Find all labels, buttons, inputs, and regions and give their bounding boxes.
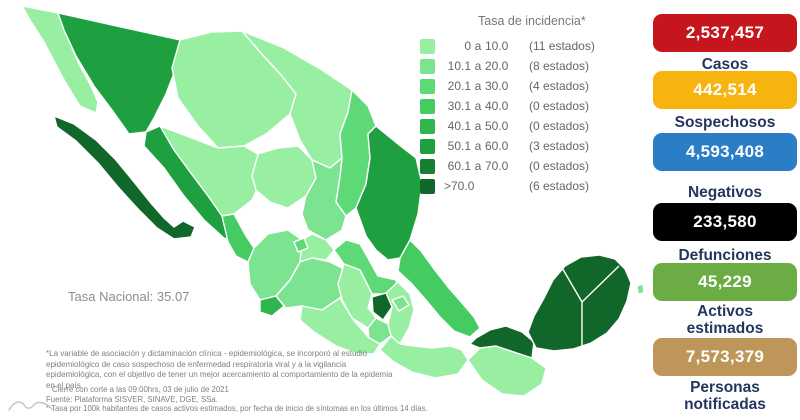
- legend-state-count: (0 estados): [529, 159, 590, 173]
- legend-title: Tasa de incidencia*: [478, 14, 586, 28]
- legend-rows: 0 a 10.0 (11 estados) 10.1 a 20.0 (8 estados) 20…: [420, 36, 650, 196]
- state-tabasco: [469, 325, 535, 359]
- stat-label: Activos estimados: [686, 303, 764, 337]
- legend-state-count: (4 estados): [529, 79, 590, 93]
- footnote-fuente: Fuente: Plataforma SISVER, SINAVE, DGE, …: [46, 394, 218, 404]
- legend-state-count: (8 estados): [529, 59, 590, 73]
- mountain-squiggle-icon: [8, 401, 53, 411]
- legend-range-from: 30.1: [447, 99, 471, 113]
- legend-range-a: a: [474, 119, 482, 133]
- legend-row: 60.1 a 70.0 (0 estados): [420, 156, 650, 176]
- legend-range-a: a: [474, 139, 482, 153]
- legend-row: 40.1 a 50.0 (0 estados): [420, 116, 650, 136]
- legend-state-count: (3 estados): [529, 139, 590, 153]
- state-chiapas: [467, 345, 547, 397]
- state-cozumel-island: [636, 283, 645, 295]
- legend-state-count: (11 estados): [529, 39, 595, 53]
- legend-swatch: [420, 98, 435, 114]
- stat-label: Defunciones: [678, 247, 772, 264]
- legend-range-to: 30.0: [485, 79, 509, 93]
- state-oaxaca: [379, 335, 469, 379]
- legend-state-count: (6 estados): [529, 179, 590, 193]
- legend-range-to: 70.0: [485, 159, 509, 173]
- national-rate-label: Tasa Nacional: 35.07: [68, 289, 190, 304]
- yucatan-state-borders: [560, 265, 620, 348]
- state-aguascalientes: [293, 237, 309, 253]
- state-colima: [259, 295, 285, 317]
- legend-range-to: 20.0: [485, 59, 509, 73]
- legend-range-to: 60.0: [485, 139, 509, 153]
- legend-row: 50.1 a 60.0 (3 estados): [420, 136, 650, 156]
- stat-label: Casos: [701, 56, 749, 73]
- state-puebla: [385, 281, 415, 345]
- stat-label: Personas notificadas: [684, 379, 766, 413]
- stat-badge-activos: 45,229: [653, 263, 797, 301]
- stat-badge-defunciones: 233,580: [653, 203, 797, 241]
- legend-swatch: [420, 58, 435, 74]
- stat-badge-personas: 7,573,379: [653, 338, 797, 376]
- footnote-tasa: * Tasa por 100k habitantes de casos acti…: [46, 404, 428, 413]
- legend-range-to: 50.0: [485, 119, 509, 133]
- stat-label: Sospechosos: [674, 114, 776, 131]
- state-nayarit: [221, 213, 255, 263]
- legend-range-a: a: [474, 99, 482, 113]
- stat-badge-sospechosos: 442,514: [653, 71, 797, 109]
- legend-range-a: a: [474, 79, 482, 93]
- footnote-block: Cierre con corte a las 09:00hrs, 03 de j…: [46, 385, 428, 414]
- state-baja-california-sur: [53, 115, 196, 240]
- state-tamaulipas: [355, 125, 423, 261]
- legend-row: >70.0 (6 estados): [420, 176, 650, 196]
- legend-state-count: (0 estados): [529, 99, 590, 113]
- incidence-legend: Tasa de incidencia* 0 a 10.0 (11 estados) 10…: [420, 14, 650, 196]
- state-guerrero: [299, 297, 381, 355]
- mexico-incidence-map: [21, 5, 645, 397]
- legend-range-to: 10.0: [485, 39, 509, 53]
- legend-range-from: >70.0: [444, 179, 475, 193]
- legend-range-from: 10.1: [447, 59, 471, 73]
- legend-range-from: 50.1: [447, 139, 471, 153]
- legend-swatch: [420, 38, 435, 54]
- state-san-luis-potosi: [301, 157, 347, 241]
- state-durango: [159, 125, 263, 217]
- state-cdmx: [371, 292, 393, 321]
- state-veracruz: [397, 239, 481, 338]
- legend-swatch: [420, 178, 435, 194]
- stat-badge-negativos: 4,593,408: [653, 133, 797, 171]
- legend-row: 10.1 a 20.0 (8 estados): [420, 56, 650, 76]
- legend-swatch: [420, 138, 435, 154]
- legend-range-a: a: [474, 59, 482, 73]
- footnote-paragraph: *La variable de asociación y dictaminaci…: [46, 349, 393, 390]
- legend-range-a: a: [474, 159, 482, 173]
- statistics-column: 2,537,457 Casos 442,514 Sospechosos 4,593,40…: [653, 0, 797, 420]
- state-tlaxcala: [391, 295, 410, 312]
- legend-range-from: 60.1: [447, 159, 471, 173]
- legend-range-a: a: [474, 39, 482, 53]
- legend-state-count: (0 estados): [529, 119, 590, 133]
- legend-row: 20.1 a 30.0 (4 estados): [420, 76, 650, 96]
- legend-swatch: [420, 118, 435, 134]
- stat-label: Negativos: [687, 184, 763, 201]
- legend-swatch: [420, 158, 435, 174]
- legend-range-from: 20.1: [447, 79, 471, 93]
- legend-row: 30.1 a 40.0 (0 estados): [420, 96, 650, 116]
- legend-range-to: 40.0: [485, 99, 509, 113]
- stat-badge-casos: 2,537,457: [653, 14, 797, 52]
- legend-swatch: [420, 78, 435, 94]
- footnote-cierre: Cierre con corte a las 09:00hrs, 03 de j…: [52, 385, 229, 394]
- legend-range-from: 40.1: [447, 119, 471, 133]
- legend-range-from: 0: [464, 39, 471, 53]
- legend-row: 0 a 10.0 (11 estados): [420, 36, 650, 56]
